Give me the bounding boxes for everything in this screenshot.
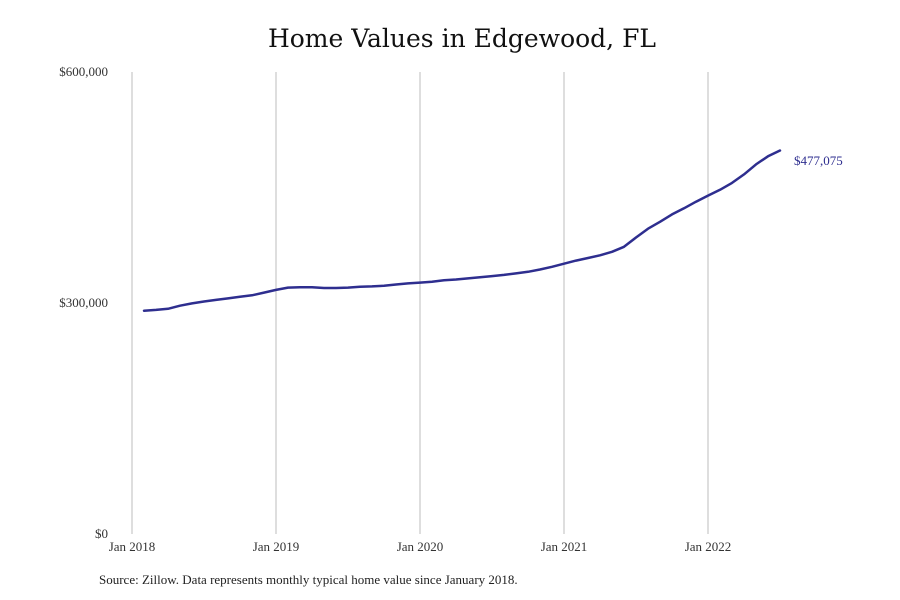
data-labels: $477,075 <box>794 153 843 168</box>
end-value-label: $477,075 <box>794 153 843 168</box>
y-tick-label: $600,000 <box>59 64 108 79</box>
x-tick-label: Jan 2022 <box>685 539 732 554</box>
y-axis-ticks: $0 $300,000 $600,000 <box>59 64 108 541</box>
x-tick-label: Jan 2018 <box>109 539 156 554</box>
chart-title: Home Values in Edgewood, FL <box>267 24 657 53</box>
source-note: Source: Zillow. Data represents monthly … <box>99 572 518 587</box>
x-tick-label: Jan 2019 <box>253 539 300 554</box>
series-line <box>142 149 782 312</box>
y-tick-label: $300,000 <box>59 295 108 310</box>
y-tick-label: $0 <box>95 526 108 541</box>
series-lines <box>142 149 782 312</box>
x-axis-ticks: Jan 2018 Jan 2019 Jan 2020 Jan 2021 Jan 2022 <box>109 539 732 554</box>
x-tick-label: Jan 2020 <box>397 539 444 554</box>
x-tick-label: Jan 2021 <box>541 539 588 554</box>
vertical-gridlines <box>131 72 709 534</box>
